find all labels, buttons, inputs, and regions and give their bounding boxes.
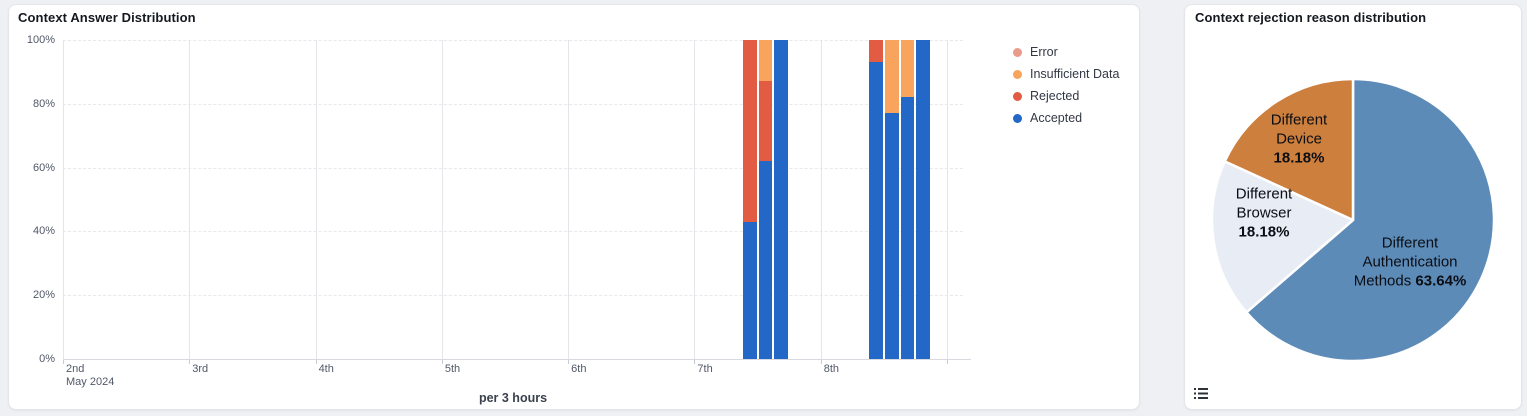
day-gridline [947, 40, 948, 359]
x-axis-label: 8th [824, 363, 839, 376]
x-axis-label: 7th [697, 363, 712, 376]
y-gridline [63, 295, 963, 297]
bar-segment-accepted[interactable] [758, 161, 773, 359]
bar-segment-rejected[interactable] [869, 40, 883, 63]
x-axis-line [63, 359, 971, 360]
legend-item-rejected[interactable]: Rejected [1013, 85, 1119, 107]
y-gridline [63, 103, 963, 105]
x-axis-label-day: 5th [444, 363, 461, 375]
x-tick-mark [315, 360, 317, 364]
legend-label: Accepted [1030, 111, 1083, 125]
bar-segment-accepted[interactable] [742, 221, 757, 359]
y-axis-label: 0% [39, 353, 55, 365]
bar-plot: 0% 20% 40% 60% 80% 100% 2nd May 2024 3rd 4th 5th 6t… [27, 34, 971, 388]
bar-segment-accepted[interactable] [916, 40, 931, 359]
legend-dot-icon [1013, 91, 1022, 101]
x-axis-label-day: 6th [571, 363, 587, 375]
x-tick-mark [947, 360, 948, 364]
y-axis-label: 40% [32, 225, 55, 238]
day-gridline [63, 40, 64, 359]
y-gridline [63, 167, 963, 169]
legend-dot-icon [1013, 47, 1022, 57]
y-axis-label: 60% [32, 161, 55, 174]
bar-segment-rejected[interactable] [742, 40, 757, 222]
legend-toggle-button[interactable] [1192, 384, 1210, 402]
pie-slice-different-browser[interactable] [1210, 160, 1355, 314]
legend-label: Rejected [1030, 89, 1080, 103]
day-gridline [189, 40, 191, 359]
x-axis-label-day: 7th [697, 363, 713, 375]
legend-dot-icon [1013, 113, 1022, 123]
y-gridline [63, 40, 963, 41]
bar-segment-insufficient_data[interactable] [900, 40, 915, 98]
x-axis-label: 5th [445, 363, 460, 376]
pie-slice-different-authentication-methods[interactable] [1245, 77, 1496, 363]
pie-slice-different-device[interactable] [1223, 77, 1355, 222]
answer-distribution-card: Context Answer Distribution 0% 20% 40% 60% 8… [8, 4, 1140, 410]
day-gridline [441, 40, 443, 359]
x-axis-label: 3rd [192, 363, 208, 376]
day-gridline [820, 40, 822, 359]
rejection-reason-card: Context rejection reason distribution Di… [1184, 4, 1522, 410]
day-gridline [694, 40, 696, 359]
x-axis-label: 4th [319, 363, 334, 376]
bar-segment-accepted[interactable] [774, 40, 789, 359]
legend: Error Insufficient Data Rejected Accepted [1013, 41, 1119, 129]
x-axis-label-day: 3rd [192, 363, 209, 375]
day-gridline [315, 40, 317, 359]
rejection-pie-chart [1210, 77, 1496, 363]
x-tick-mark [441, 360, 443, 364]
x-axis-label-day: 8th [823, 363, 839, 375]
bar-segment-rejected[interactable] [758, 81, 773, 162]
stacked-bar[interactable] [900, 40, 915, 359]
legend-item-insufficient_data[interactable]: Insufficient Data [1013, 63, 1119, 85]
answer-card-title: Context Answer Distribution [18, 10, 196, 25]
bar-segment-insufficient_data[interactable] [884, 40, 899, 114]
x-tick-mark [694, 360, 696, 364]
y-axis-label: 100% [26, 34, 55, 46]
x-tick-mark [63, 360, 64, 364]
bar-segment-accepted[interactable] [900, 97, 915, 359]
stacked-bar[interactable] [916, 40, 931, 359]
day-gridline [568, 40, 570, 359]
x-axis-label: 6th [571, 363, 586, 376]
y-gridline [63, 231, 963, 233]
legend-label: Insufficient Data [1030, 67, 1120, 81]
legend-dot-icon [1013, 69, 1022, 79]
bar-segment-accepted[interactable] [884, 113, 899, 359]
legend-item-accepted[interactable]: Accepted [1013, 107, 1119, 129]
stacked-bar[interactable] [774, 40, 789, 359]
bar-segment-insufficient_data[interactable] [758, 40, 773, 82]
bar-segment-accepted[interactable] [869, 62, 883, 359]
x-axis-label-day: 4th [318, 363, 334, 375]
x-axis-sublabel: May 2024 [66, 376, 115, 388]
y-axis-label: 20% [32, 289, 55, 302]
rejection-card-title: Context rejection reason distribution [1195, 10, 1427, 25]
stacked-bar[interactable] [758, 40, 773, 359]
x-tick-mark [568, 360, 570, 364]
legend-item-error[interactable]: Error [1013, 41, 1119, 63]
stacked-bar[interactable] [742, 40, 757, 359]
x-axis-label: 2nd May 2024 [66, 363, 114, 389]
stacked-bar[interactable] [884, 40, 899, 359]
legend-label: Error [1030, 45, 1058, 59]
list-icon [1194, 387, 1208, 399]
x-tick-mark [189, 360, 191, 364]
x-tick-mark [820, 360, 822, 364]
y-axis-label: 80% [32, 97, 55, 110]
stacked-bar[interactable] [869, 40, 883, 359]
x-axis-label-day: 2nd [66, 363, 85, 375]
x-axis-title: per 3 hours [478, 391, 548, 405]
